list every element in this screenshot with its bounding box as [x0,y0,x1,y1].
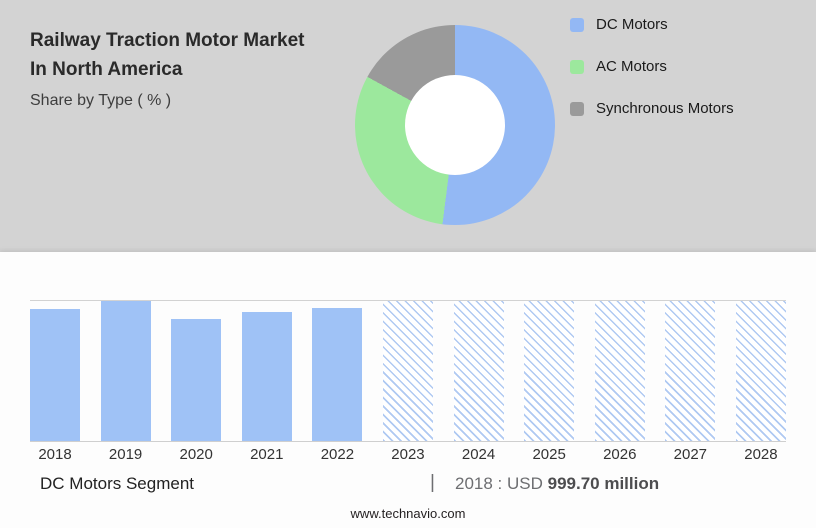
x-tick-2023: 2023 [391,446,425,463]
bar-chart-section: 2018 2019 2020 2021 2022 2023 2024 2025 2026 2027… [0,252,816,528]
bar-plot [30,300,786,442]
bar-2024 [453,301,504,441]
title-block: Railway Traction Motor Market In North A… [30,26,350,114]
segment-label: DC Motors Segment [40,474,194,493]
legend-label: AC Motors [596,58,667,75]
value-prefix: 2018 : USD [455,474,548,493]
bar-2027 [665,301,716,441]
x-tick-2028: 2028 [744,446,778,463]
x-tick-2020: 2020 [179,446,213,463]
info-row: DC Motors Segment | 2018 : USD 999.70 mi… [0,472,816,502]
x-tick-2019: 2019 [108,446,143,463]
legend-item-synchronous-motors: Synchronous Motors [570,100,734,117]
legend-item-ac-motors: AC Motors [570,58,734,75]
x-tick-2022: 2022 [320,446,355,463]
x-tick-2024: 2024 [461,446,496,463]
info-separator: | [430,472,435,493]
legend-item-dc-motors: DC Motors [570,16,734,33]
bar-2028 [735,301,786,441]
donut-chart [355,25,555,225]
legend-swatch [570,59,584,74]
x-tick-2018: 2018 [38,446,72,463]
legend-swatch [570,17,584,32]
legend: DC Motors AC Motors Synchronous Motors [570,16,734,142]
bar-2020 [171,319,222,441]
value-2018: 2018 : USD 999.70 million [455,474,659,494]
bar-2022 [312,308,363,441]
bar-labels: 2018 2019 2020 2021 2022 2023 2024 2025 2026 2027… [30,446,786,463]
x-tick-2027: 2027 [673,446,708,463]
legend-label: DC Motors [596,16,668,33]
donut-hole [405,75,505,175]
header-section: Railway Traction Motor Market In North A… [0,0,816,252]
x-tick-2021: 2021 [250,446,284,463]
bar-2026 [594,301,645,441]
bar-2019 [100,301,151,441]
legend-label: Synchronous Motors [596,100,734,117]
bar-2018 [30,309,80,441]
footer-url: www.technavio.com [350,506,466,521]
legend-swatch [570,101,584,116]
page-title-line-2: In North America [30,59,183,80]
page-title-line-1: Railway Traction Motor Market [30,30,305,51]
x-tick-2026: 2026 [603,446,637,463]
bar-2021 [241,312,292,441]
value-bold: 999.70 million [547,474,660,493]
chart-subtitle: Share by Type ( % ) [30,92,172,109]
x-tick-2025: 2025 [532,446,566,463]
bar-2025 [524,301,575,441]
bar-2023 [382,301,433,441]
